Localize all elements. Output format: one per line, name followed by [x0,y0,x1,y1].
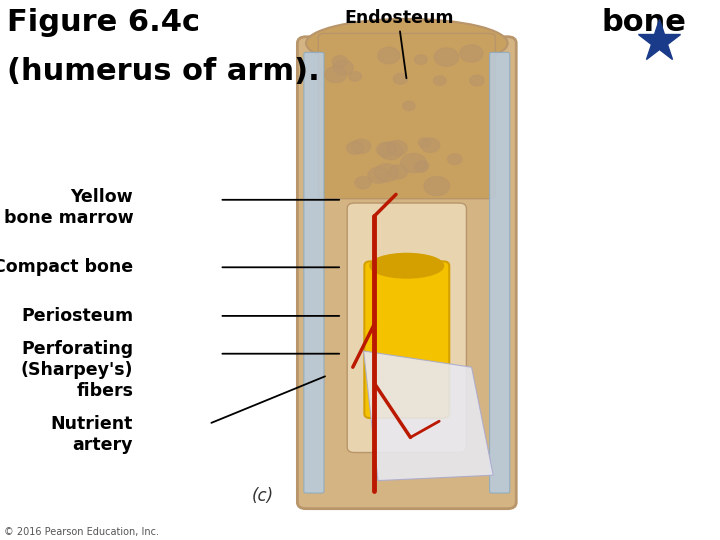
Ellipse shape [306,19,508,68]
Text: © 2016 Pearson Education, Inc.: © 2016 Pearson Education, Inc. [4,527,158,537]
Circle shape [389,165,408,179]
Ellipse shape [370,254,444,278]
Circle shape [377,143,396,157]
Circle shape [414,162,428,172]
Circle shape [401,153,426,173]
Circle shape [374,164,398,182]
Circle shape [348,72,361,81]
Circle shape [346,141,364,154]
Circle shape [415,55,427,64]
Text: Compact bone: Compact bone [0,258,133,276]
Circle shape [402,102,415,110]
Circle shape [332,56,347,67]
Text: (humerus of arm).: (humerus of arm). [7,57,320,86]
Circle shape [378,47,400,64]
FancyBboxPatch shape [364,261,449,418]
Circle shape [355,177,371,188]
Circle shape [469,75,484,86]
Text: Perforating
(Sharpey's)
fibers: Perforating (Sharpey's) fibers [21,340,133,400]
Polygon shape [364,351,493,481]
Circle shape [448,154,462,165]
Circle shape [379,142,402,160]
Circle shape [393,73,408,84]
Circle shape [333,60,354,75]
Circle shape [460,45,483,62]
FancyBboxPatch shape [304,52,324,493]
Circle shape [387,140,408,156]
FancyBboxPatch shape [347,203,467,453]
Circle shape [434,48,459,66]
Text: Endosteum: Endosteum [345,9,454,27]
Circle shape [325,66,346,83]
Text: Periosteum: Periosteum [21,307,133,325]
FancyBboxPatch shape [297,37,516,509]
FancyBboxPatch shape [490,52,510,493]
Circle shape [416,160,428,170]
Text: bone: bone [601,8,686,37]
Text: Nutrient
artery: Nutrient artery [51,415,133,454]
Text: Figure 6.4c: Figure 6.4c [7,8,200,37]
Circle shape [433,76,446,85]
Text: Yellow
bone marrow: Yellow bone marrow [4,188,133,227]
Circle shape [368,167,390,183]
Circle shape [420,138,440,152]
FancyBboxPatch shape [318,33,495,199]
Circle shape [418,138,431,147]
Circle shape [351,139,371,153]
Circle shape [424,177,449,195]
Text: (c): (c) [252,487,274,505]
